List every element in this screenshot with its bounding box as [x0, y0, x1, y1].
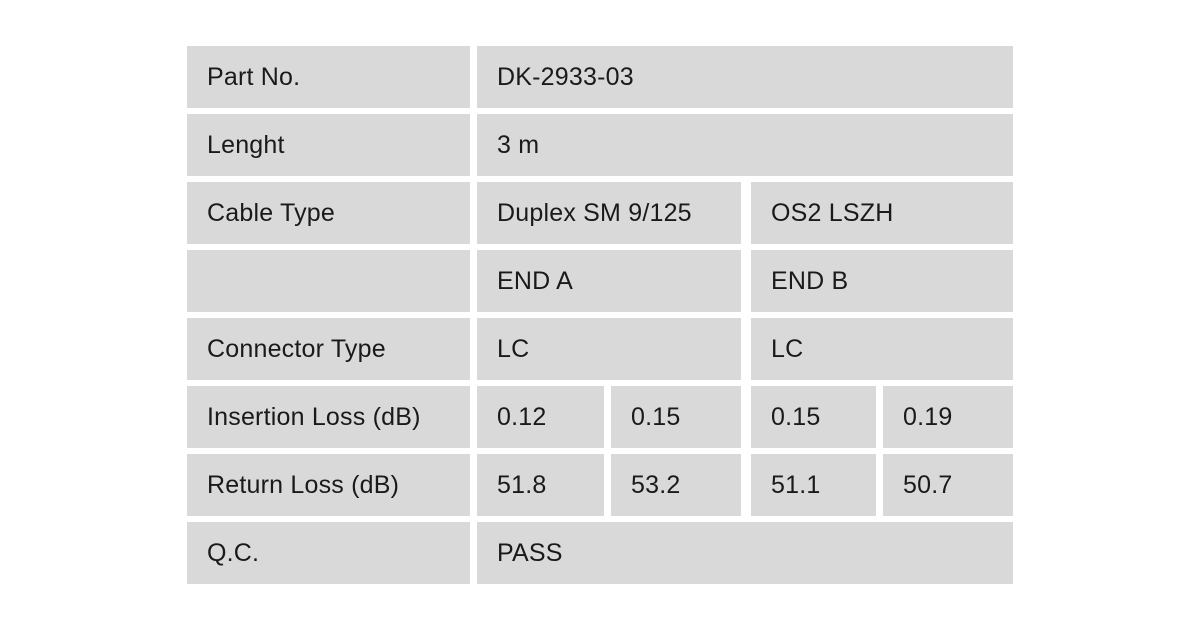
- connector-type-end-a: LC: [477, 318, 741, 380]
- table-row-insertion-loss: Insertion Loss (dB) 0.12 0.15 0.15 0.19: [187, 386, 1013, 448]
- insertion-loss-end-a-2: 0.15: [611, 386, 741, 448]
- return-loss-end-b-1: 51.1: [751, 454, 876, 516]
- return-loss-label: Return Loss (dB): [187, 454, 470, 516]
- table-row-length: Lenght 3 m: [187, 114, 1013, 176]
- ends-header-empty-cell: [187, 250, 470, 312]
- table-row-connector-type: Connector Type LC LC: [187, 318, 1013, 380]
- part-no-label: Part No.: [187, 46, 470, 108]
- cable-type-label: Cable Type: [187, 182, 470, 244]
- table-row-part-no: Part No. DK-2933-03: [187, 46, 1013, 108]
- cable-qc-spec-table: Part No. DK-2933-03 Lenght 3 m Cable Typ…: [187, 46, 1013, 584]
- length-value: 3 m: [477, 114, 1013, 176]
- connector-type-label: Connector Type: [187, 318, 470, 380]
- qc-value: PASS: [477, 522, 1013, 584]
- table-row-return-loss: Return Loss (dB) 51.8 53.2 51.1 50.7: [187, 454, 1013, 516]
- table-row-cable-type: Cable Type Duplex SM 9/125 OS2 LSZH: [187, 182, 1013, 244]
- insertion-loss-end-a-1: 0.12: [477, 386, 604, 448]
- qc-label: Q.C.: [187, 522, 470, 584]
- return-loss-end-a-2: 53.2: [611, 454, 741, 516]
- part-no-value: DK-2933-03: [477, 46, 1013, 108]
- length-label: Lenght: [187, 114, 470, 176]
- table-row-ends-header: END A END B: [187, 250, 1013, 312]
- return-loss-end-b-2: 50.7: [883, 454, 1013, 516]
- cable-type-value-a: Duplex SM 9/125: [477, 182, 741, 244]
- table-row-qc: Q.C. PASS: [187, 522, 1013, 584]
- end-b-header: END B: [751, 250, 1013, 312]
- insertion-loss-end-b-1: 0.15: [751, 386, 876, 448]
- end-a-header: END A: [477, 250, 741, 312]
- connector-type-end-b: LC: [751, 318, 1013, 380]
- return-loss-end-a-1: 51.8: [477, 454, 604, 516]
- insertion-loss-end-b-2: 0.19: [883, 386, 1013, 448]
- insertion-loss-label: Insertion Loss (dB): [187, 386, 470, 448]
- cable-type-value-b: OS2 LSZH: [751, 182, 1013, 244]
